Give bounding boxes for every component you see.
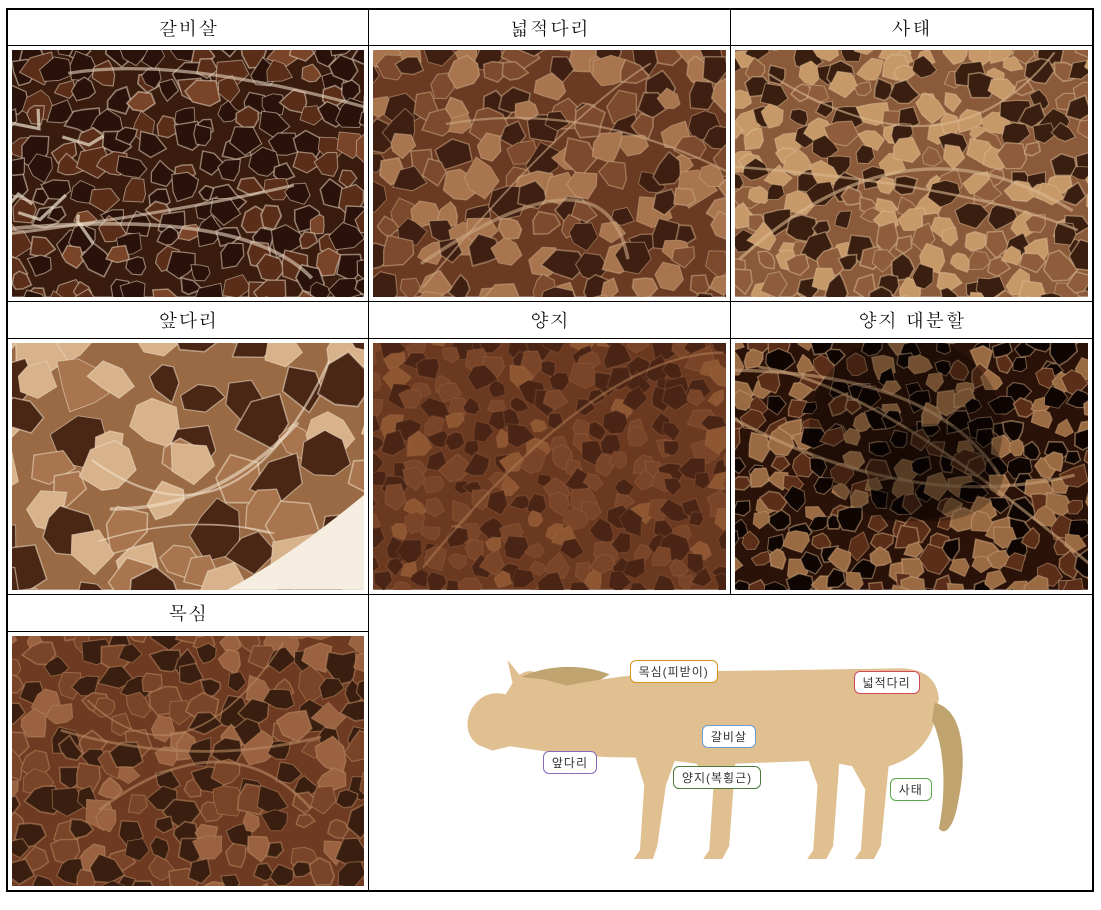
tissue-satae	[735, 50, 1088, 297]
tissue-moksim	[12, 636, 364, 886]
tissue-neoljeokdari	[373, 50, 726, 297]
header-galbissal: 갈비살	[7, 9, 369, 46]
horse-cut-label: 넓적다리	[854, 671, 920, 694]
horse-cut-label: 목심(피받이)	[630, 660, 718, 683]
horse-cut-label: 앞다리	[543, 751, 597, 774]
horse-cut-label: 양지(복횡근)	[673, 766, 761, 789]
horse-cut-label: 갈비살	[702, 725, 756, 748]
horse-cuts-diagram: 목심(피받이) 넓적다리갈비살앞다리양지(복횡근) 사태	[369, 595, 1092, 890]
tissue-yangji	[373, 343, 726, 590]
header-satae: 사태	[731, 9, 1093, 46]
header-apdari: 앞다리	[7, 302, 369, 339]
tissue-comparison-table: 갈비살 넓적다리 사태 앞다리 양지 양지 대분할 목심	[6, 8, 1094, 892]
header-yangji: 양지	[369, 302, 731, 339]
header-moksim: 목심	[7, 594, 369, 631]
horse-cut-label: 사태	[890, 778, 932, 801]
tissue-apdari	[12, 343, 364, 590]
header-yangji-debunhal: 양지 대분할	[731, 302, 1093, 339]
tissue-galbissal	[12, 50, 364, 297]
tissue-yangji-debunhal	[735, 343, 1088, 590]
header-neoljeokdari: 넓적다리	[369, 9, 731, 46]
